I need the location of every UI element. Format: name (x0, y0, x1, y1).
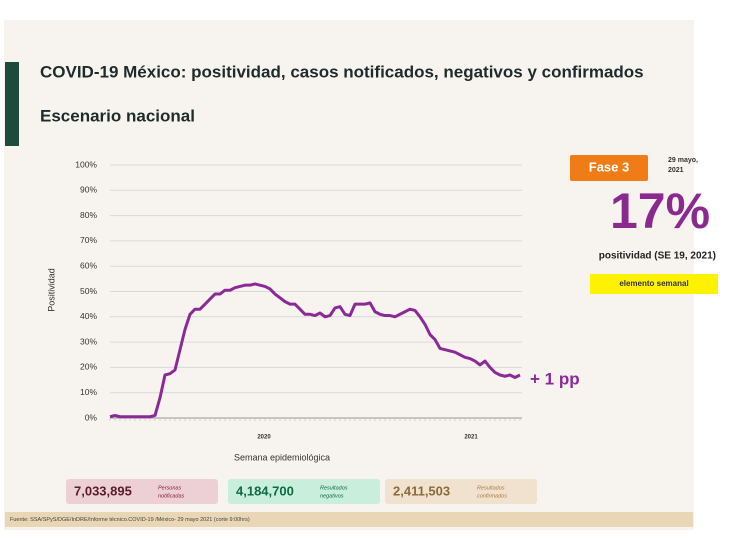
summary-label: negativos (320, 493, 344, 499)
y-tick-label: 60% (80, 260, 97, 270)
y-tick-label: 40% (80, 311, 97, 321)
summary-value: 7,033,895 (74, 483, 132, 498)
y-tick-label: 30% (80, 336, 97, 346)
kpi-value: 17% (610, 183, 710, 239)
date: 29 mayo, (668, 157, 698, 164)
phase-text: Fase 3 (589, 159, 629, 174)
summary-label: notificadas (158, 493, 185, 499)
y-tick-label: 100% (75, 159, 97, 169)
summary-box (66, 479, 218, 504)
year-label: 2021 (464, 435, 478, 441)
date: 2021 (668, 167, 684, 174)
summary-label: Resultados (320, 485, 348, 491)
y-tick-label: 90% (80, 185, 97, 195)
y-tick-label: 80% (80, 210, 97, 220)
data-line (109, 282, 521, 419)
subtitle: Escenario nacional (40, 106, 195, 125)
slide-background (4, 20, 694, 530)
summary-value: 4,184,700 (236, 483, 294, 498)
year-label: 2020 (257, 435, 271, 441)
summary-box (385, 479, 537, 504)
x-axis-label: Semana epidemiológica (234, 452, 330, 462)
summary-box (228, 479, 380, 504)
y-tick-label: 70% (80, 235, 97, 245)
phase-badge (570, 155, 648, 181)
accent-bar (5, 62, 19, 146)
y-tick-label: 0% (85, 412, 98, 422)
y-tick-label: 20% (80, 362, 97, 372)
summary-row: 7,033,895 Personas notificadas 4,184,700 Res… (66, 479, 537, 504)
summary-label: confirmados (477, 493, 507, 499)
summary-label: Personas (158, 485, 181, 491)
note-text: elemento semanal (619, 279, 688, 288)
note-box (590, 274, 718, 294)
summary-label: Resultados (477, 485, 505, 491)
kpi-label: positividad (SE 19, 2021) (599, 251, 716, 262)
y-tick-label: 10% (80, 387, 97, 397)
summary-value: 2,411,503 (393, 483, 450, 498)
y-axis-label: Positividad (46, 268, 56, 312)
y-tick-label: 50% (80, 286, 97, 296)
title: COVID-19 México: positividad, casos noti… (40, 62, 644, 81)
annotation: + 1 pp (530, 369, 580, 388)
footer: Fuente: SSA/SPyS/DGE/InDRE/Informe técni… (10, 517, 250, 523)
footer-bar (5, 512, 693, 527)
